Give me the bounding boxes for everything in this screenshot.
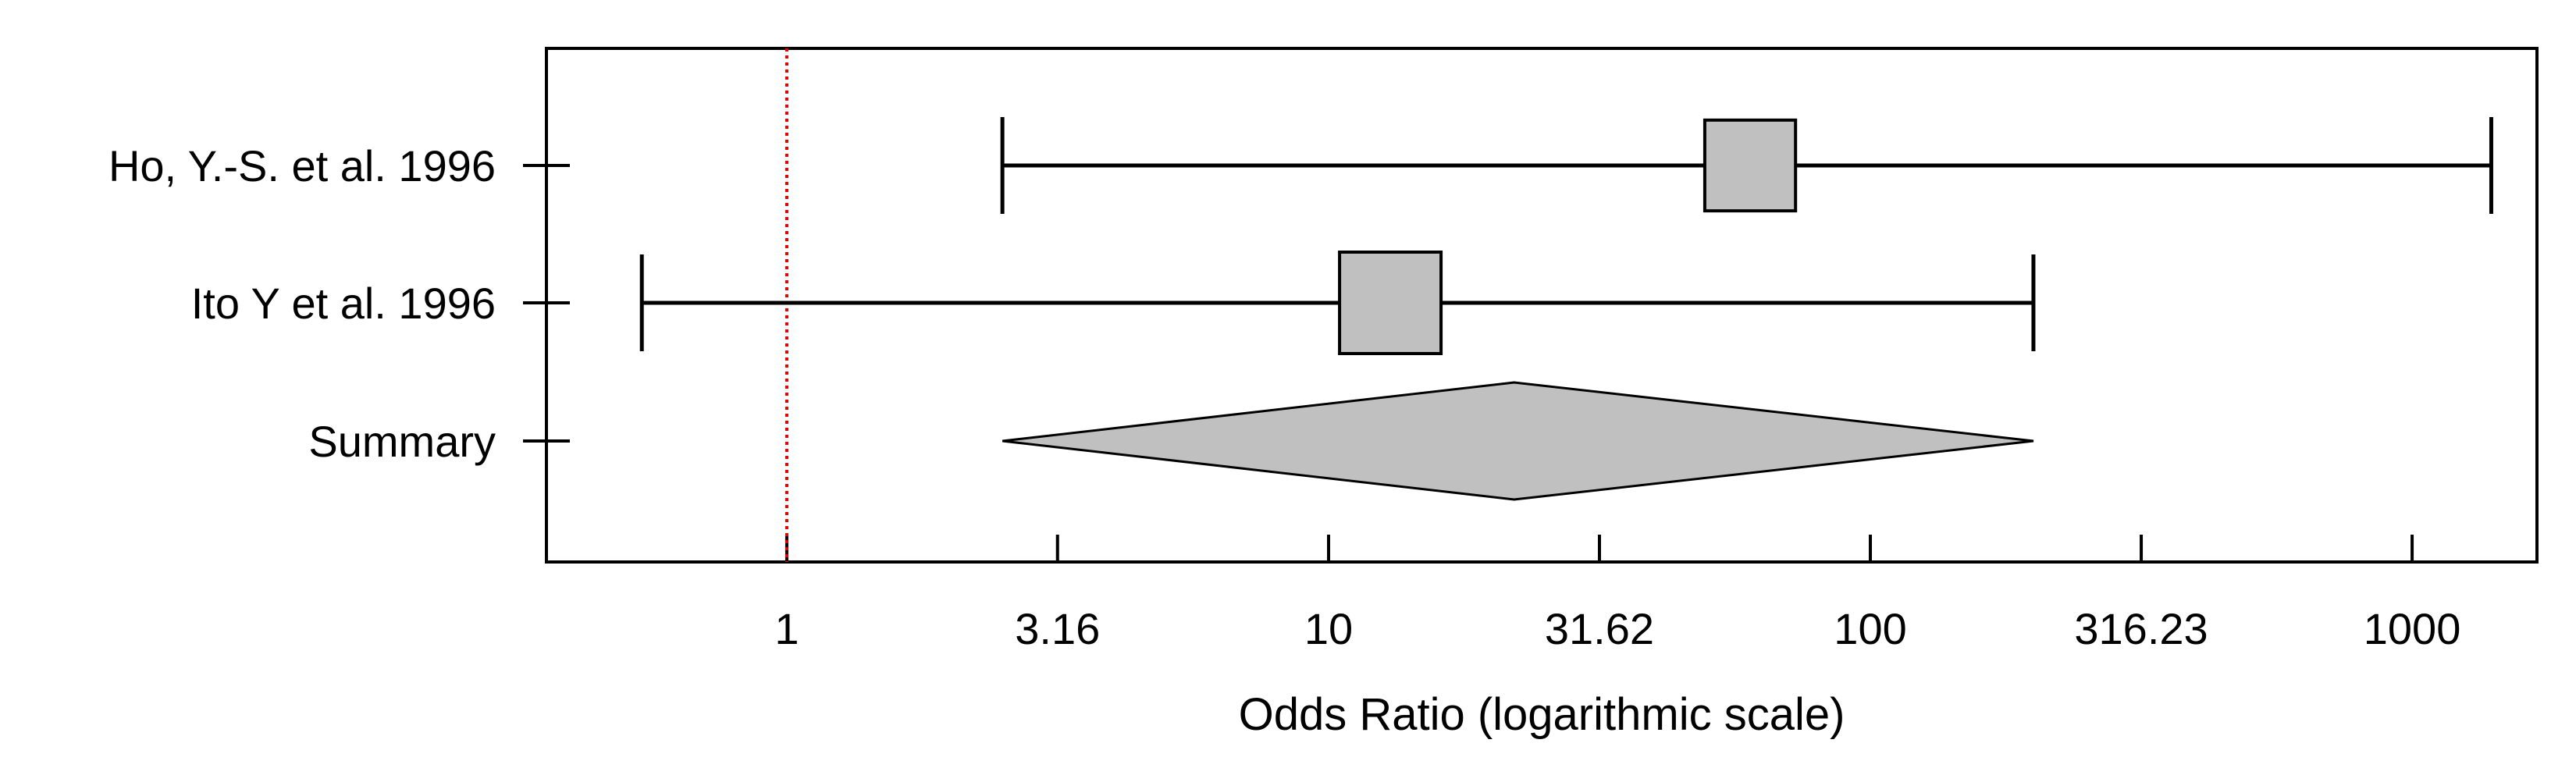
point-estimate-box xyxy=(1703,118,1798,213)
y-ticks xyxy=(523,164,570,443)
x-tick-label: 31.62 xyxy=(1545,604,1654,653)
x-tick-label: 1000 xyxy=(2364,604,2461,653)
x-ticks: 1 3.16 10 31.62 100 316.23 1000 xyxy=(774,535,2460,653)
summary-label: Summary xyxy=(308,417,496,466)
study-label: Ho, Y.-S. et al. 1996 xyxy=(109,141,496,190)
x-tick-label: 1 xyxy=(774,604,799,653)
plot-frame xyxy=(545,47,2539,564)
study-label: Ito Y et al. 1996 xyxy=(191,279,496,328)
x-tick-label: 3.16 xyxy=(1015,604,1100,653)
x-tick-label: 316.23 xyxy=(2074,604,2208,653)
x-axis-title: Odds Ratio (logarithmic scale) xyxy=(1239,689,1845,740)
x-tick-label: 100 xyxy=(1834,604,1906,653)
x-tick-label: 10 xyxy=(1304,604,1353,653)
study-marks xyxy=(639,117,2493,501)
study-labels: Ho, Y.-S. et al. 1996 Ito Y et al. 1996 Su… xyxy=(109,141,496,466)
summary-diamond xyxy=(1002,381,2034,501)
point-estimate-box xyxy=(1338,251,1443,355)
